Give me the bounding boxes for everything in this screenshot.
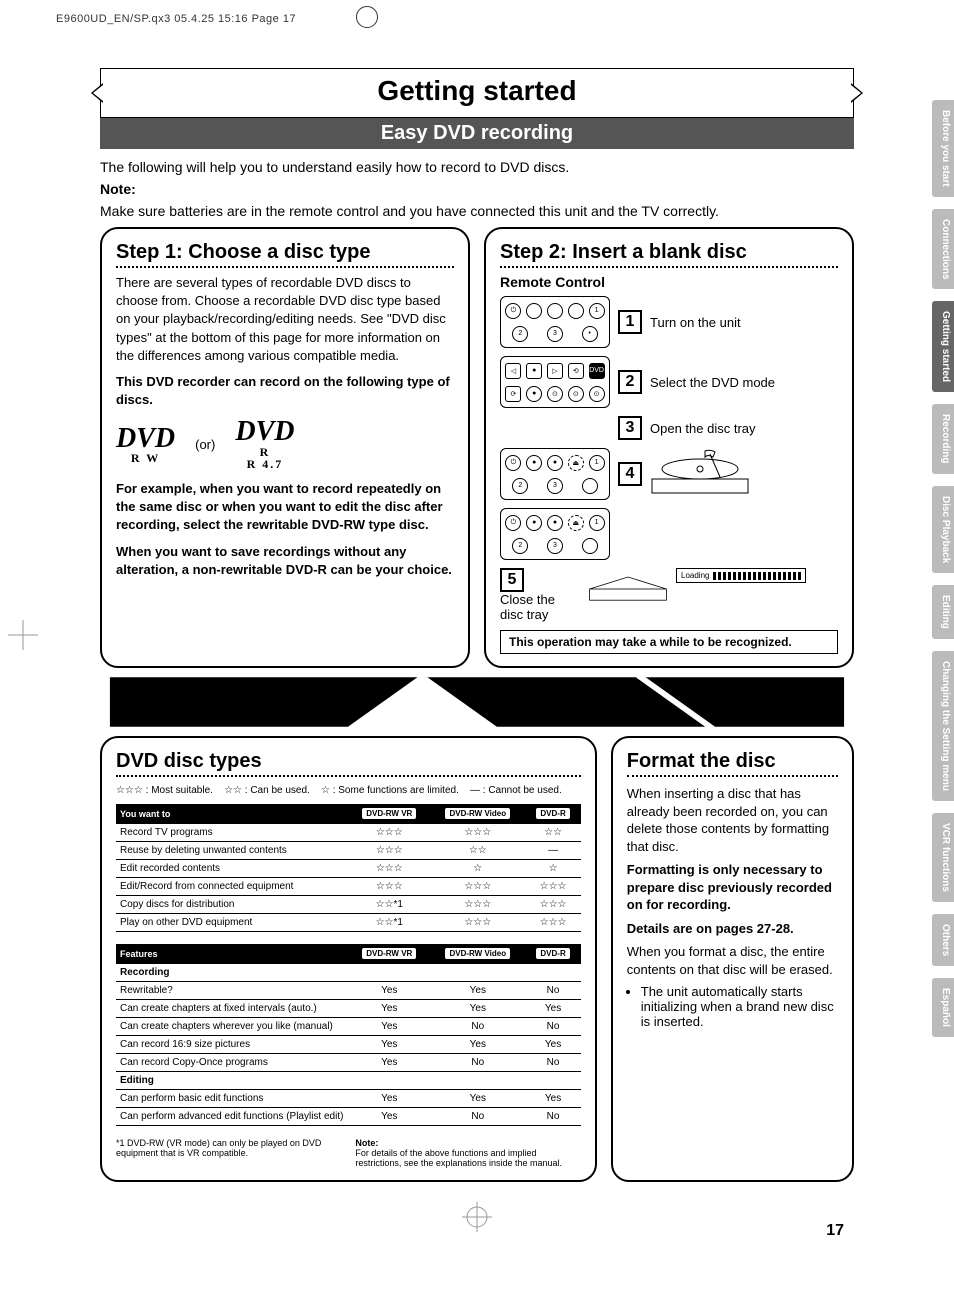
step-num-5: 5: [500, 568, 524, 592]
format-p1: When inserting a disc that has already b…: [627, 785, 838, 855]
table-row: Edit recorded contents☆☆☆☆☆: [116, 860, 581, 878]
flow-arrows: [100, 672, 854, 732]
intro-line-1: The following will help you to understan…: [100, 159, 854, 175]
table-row: Can record 16:9 size picturesYesYesYes: [116, 1036, 581, 1054]
col-hdr-3b: DVD-R: [525, 944, 580, 964]
side-tab[interactable]: Before you start: [932, 100, 954, 197]
intro-note-label: Note:: [100, 181, 854, 197]
dvd-unit-closed-icon: [588, 568, 668, 618]
features-table: Features DVD-RW VR DVD-RW Video DVD-R Re…: [116, 944, 581, 1126]
table-row: Copy discs for distribution☆☆*1☆☆☆☆☆☆: [116, 896, 581, 914]
step1-text-3: For example, when you want to record rep…: [116, 480, 454, 535]
remote-diagram-2: ◁●▷ ⟲DVD⟳ ●⊙⊙⊙: [500, 356, 610, 408]
step1-title: Step 1: Choose a disc type: [116, 241, 454, 268]
dvd-rw-logo: DVDR W: [116, 426, 175, 464]
table-section: Recording: [116, 964, 581, 982]
step1-text-4: When you want to save recordings without…: [116, 543, 454, 579]
registration-mark-bottom: [462, 1202, 492, 1232]
col-hdr-3: DVD-R: [525, 804, 580, 824]
format-title: Format the disc: [627, 750, 838, 777]
step2-text-2: Select the DVD mode: [650, 375, 775, 390]
side-tab[interactable]: Getting started: [932, 301, 954, 392]
format-p3: Details are on pages 27-28.: [627, 920, 838, 938]
title-banner: Getting started: [100, 68, 854, 118]
table-row: Play on other DVD equipment☆☆*1☆☆☆☆☆☆: [116, 914, 581, 932]
format-p2: Formatting is only necessary to prepare …: [627, 861, 838, 914]
side-tab[interactable]: Recording: [932, 404, 954, 473]
disc-types-title: DVD disc types: [116, 750, 581, 777]
table-section: Editing: [116, 1072, 581, 1090]
step-num-2: 2: [618, 370, 642, 394]
side-tab[interactable]: Español: [932, 978, 954, 1037]
side-tab[interactable]: Changing the Setting menu: [932, 651, 954, 801]
table-row: Reuse by deleting unwanted contents☆☆☆☆☆…: [116, 842, 581, 860]
step-num-1: 1: [618, 310, 642, 334]
side-tab[interactable]: Others: [932, 914, 954, 966]
table-row: Can perform advanced edit functions (Pla…: [116, 1108, 581, 1126]
table-row: Can create chapters wherever you like (m…: [116, 1018, 581, 1036]
step1-text-1: There are several types of recordable DV…: [116, 274, 454, 365]
col-hdr-2: DVD-RW Video: [430, 804, 525, 824]
registration-mark-left: [8, 620, 38, 650]
step2-title: Step 2: Insert a blank disc: [500, 241, 838, 268]
step2-note: This operation may take a while to be re…: [500, 630, 838, 654]
disc-types-box: DVD disc types ☆☆☆ : Most suitable. ☆☆ :…: [100, 736, 597, 1182]
intro-line-2: Make sure batteries are in the remote co…: [100, 203, 854, 219]
side-tab[interactable]: Editing: [932, 585, 954, 639]
col-want: You want to: [116, 804, 348, 824]
remote-diagram-1: ⏻ 123•: [500, 296, 610, 348]
remote-diagram-3: ⏻●●⏏ 123: [500, 448, 610, 500]
step-num-4: 4: [618, 462, 642, 486]
footnote-1: *1 DVD-RW (VR mode) can only be played o…: [116, 1138, 341, 1168]
step1-text-2: This DVD recorder can record on the foll…: [116, 373, 454, 409]
loading-indicator: Loading: [676, 568, 806, 583]
col-hdr-1b: DVD-RW VR: [348, 944, 430, 964]
wants-table: You want to DVD-RW VR DVD-RW Video DVD-R…: [116, 804, 581, 932]
remote-diagram-4: ⏻●●⏏ 123: [500, 508, 610, 560]
col-hdr-1: DVD-RW VR: [348, 804, 430, 824]
step-num-3: 3: [618, 416, 642, 440]
side-tab[interactable]: VCR functions: [932, 813, 954, 902]
step2-text-5: Close the disc tray: [500, 592, 580, 622]
col-features: Features: [116, 944, 348, 964]
step2-box: Step 2: Insert a blank disc Remote Contr…: [484, 227, 854, 668]
step2-text-1: Turn on the unit: [650, 315, 741, 330]
or-label: (or): [195, 437, 215, 452]
format-box: Format the disc When inserting a disc th…: [611, 736, 854, 1182]
step2-text-3: Open the disc tray: [650, 421, 756, 436]
step1-box: Step 1: Choose a disc type There are sev…: [100, 227, 470, 668]
table-row: Can record Copy-Once programsYesNoNo: [116, 1054, 581, 1072]
subtitle-banner: Easy DVD recording: [100, 118, 854, 149]
table-row: Edit/Record from connected equipment☆☆☆☆…: [116, 878, 581, 896]
dvd-r-logo: DVDRR 4.7: [235, 419, 294, 470]
dvd-unit-icon: [650, 449, 750, 499]
footnote-2: Note:For details of the above functions …: [355, 1138, 580, 1168]
side-tab[interactable]: Disc Playback: [932, 486, 954, 573]
format-bullet-1: The unit automatically starts initializi…: [641, 984, 838, 1029]
page-title: Getting started: [107, 75, 847, 107]
table-row: Can perform basic edit functionsYesYesYe…: [116, 1090, 581, 1108]
legend: ☆☆☆ : Most suitable. ☆☆ : Can be used. ☆…: [116, 785, 581, 796]
side-tab[interactable]: Connections: [932, 209, 954, 290]
side-tabs: Before you start Connections Getting start…: [932, 100, 954, 1037]
remote-control-label: Remote Control: [500, 274, 838, 290]
table-row: Record TV programs☆☆☆☆☆☆☆☆: [116, 824, 581, 842]
col-hdr-2b: DVD-RW Video: [430, 944, 525, 964]
format-p4: When you format a disc, the entire conte…: [627, 943, 838, 978]
page-meta: E9600UD_EN/SP.qx3 05.4.25 15:16 Page 17: [0, 0, 954, 38]
table-row: Can create chapters at fixed intervals (…: [116, 1000, 581, 1018]
table-row: Rewritable?YesYesNo: [116, 982, 581, 1000]
